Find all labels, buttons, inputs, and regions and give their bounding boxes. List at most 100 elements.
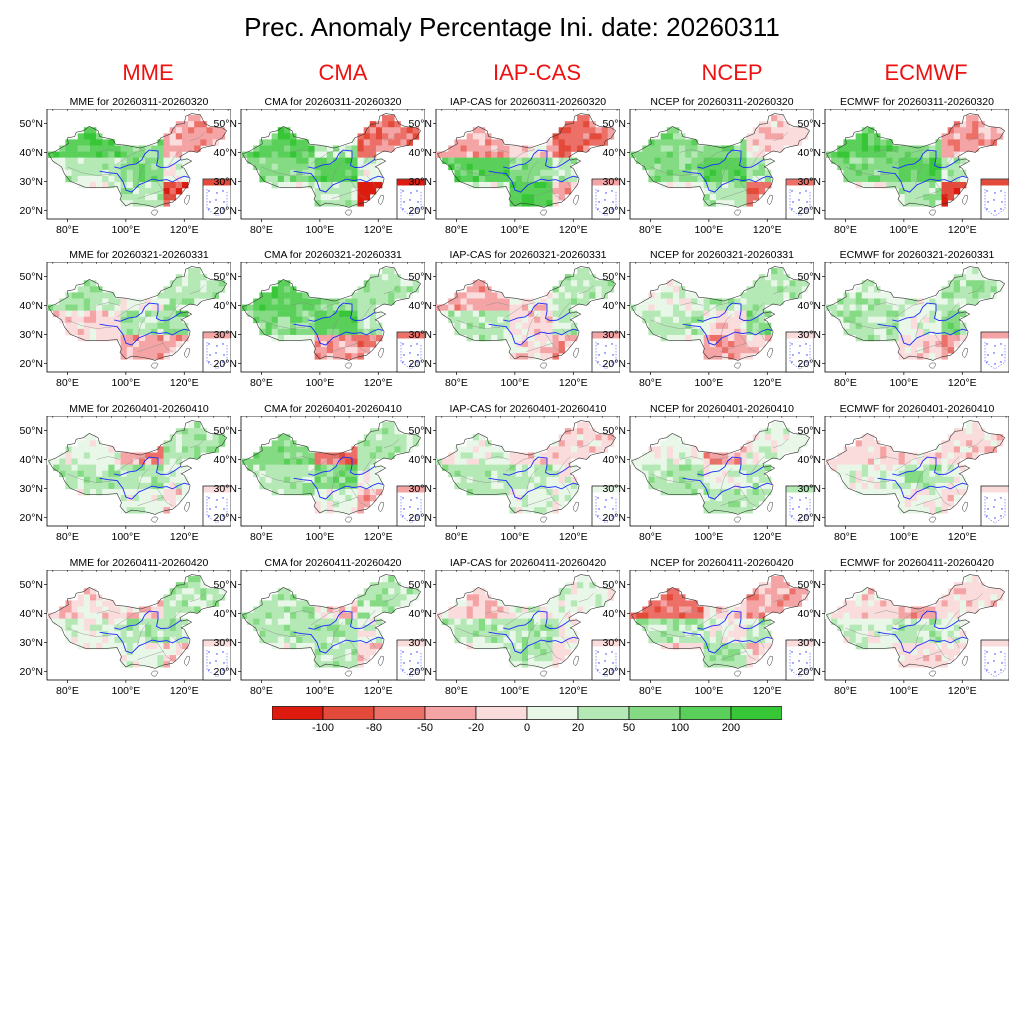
anomaly-cell [564,145,572,152]
anomaly-cell [917,328,924,336]
anomaly-cell [959,482,967,490]
anomaly-cell [363,127,371,134]
anomaly-cell [764,175,772,183]
anomaly-cell [283,642,291,650]
anomaly-cell [77,482,85,490]
anomaly-cell [534,642,541,650]
anomaly-cell [145,151,152,158]
anomaly-cell [546,488,553,496]
lon-tick-label: 80°E [250,685,273,697]
anomaly-cell [703,501,711,508]
province-border [755,328,765,341]
lat-tick-label: 40°N [20,608,43,620]
province-border [116,302,147,318]
anomaly-cell [83,476,91,484]
anomaly-cell [314,501,322,508]
anomaly-cell [715,169,723,177]
anomaly-cell [382,274,389,281]
anomaly-cell [145,310,152,318]
anomaly-cell [666,464,674,472]
anomaly-cell [910,163,918,171]
anomaly-cell [375,334,383,342]
anomaly-cell [175,476,183,484]
anomaly-cell [923,464,930,472]
anomaly-cell [758,175,766,183]
anomaly-cell [929,181,936,189]
anomaly-cell [801,588,809,595]
province-border [116,610,147,626]
anomaly-cell [552,151,559,158]
anomaly-cell [77,458,85,465]
anomaly-cell [880,464,887,472]
anomaly-cell [552,594,559,601]
anomaly-cell [966,145,973,152]
anomaly-cell [485,310,492,318]
anomaly-cell [448,298,455,305]
anomaly-cell [290,133,297,140]
anomaly-cell [503,328,510,336]
anomaly-cell [472,624,480,632]
anomaly-cell [271,476,279,484]
anomaly-cell [874,470,881,478]
anomaly-cell [485,298,492,305]
anomaly-cell [886,151,893,158]
anomaly-cell [302,328,309,336]
anomaly-cell [959,328,967,336]
anomaly-cell [89,482,97,490]
anomaly-cell [382,582,389,589]
yangtze-river [877,170,968,193]
china-outline [631,420,811,515]
anomaly-cell [200,286,207,293]
anomaly-cell [654,600,661,607]
anomaly-cell [672,440,680,447]
anomaly-cell [758,440,766,447]
anomaly-cell [691,470,698,478]
anomaly-cell [375,642,383,650]
anomaly-cell [577,600,584,607]
anomaly-cell [509,304,517,311]
anomaly-cell [472,334,480,342]
anomaly-cell [910,157,918,165]
anomaly-cell [145,464,152,472]
anomaly-cell [583,600,590,607]
anomaly-cell [521,304,529,311]
anomaly-cell [181,334,189,342]
anomaly-cell [648,612,655,619]
anomaly-cell [163,341,170,348]
anomaly-cell [369,588,377,595]
anomaly-cell [339,470,346,478]
anomaly-cell [503,304,510,311]
anomaly-cell [764,618,772,626]
anomaly-cell [478,470,486,478]
anomaly-cell [990,434,998,441]
province-border [894,302,925,318]
anomaly-cell [534,353,541,360]
anomaly-cell [855,181,863,189]
anomaly-cell [265,630,272,638]
anomaly-cell [515,181,523,189]
anomaly-cell [351,194,358,201]
anomaly-cell [941,476,948,484]
anomaly-cell [351,175,358,183]
anomaly-cell [777,121,784,128]
anomaly-cell [454,458,461,465]
anomaly-cell [746,594,753,601]
anomaly-cell [972,446,979,453]
anomaly-cell [898,341,906,348]
anomaly-cell [630,151,637,158]
anomaly-cell [734,341,741,348]
anomaly-cell [132,458,140,465]
anomaly-cell [277,310,285,318]
anomaly-cell [917,334,924,342]
anomaly-cell [314,298,322,305]
anomaly-cell [145,507,152,514]
anomaly-cell [672,139,680,146]
anomaly-cell [642,157,649,165]
anomaly-cell [363,612,371,619]
anomaly-cell [959,280,967,287]
anomaly-cell [660,624,668,632]
anomaly-cell [145,452,152,459]
anomaly-cell [564,292,572,299]
anomaly-cell [855,488,863,496]
anomaly-cell [546,200,553,207]
